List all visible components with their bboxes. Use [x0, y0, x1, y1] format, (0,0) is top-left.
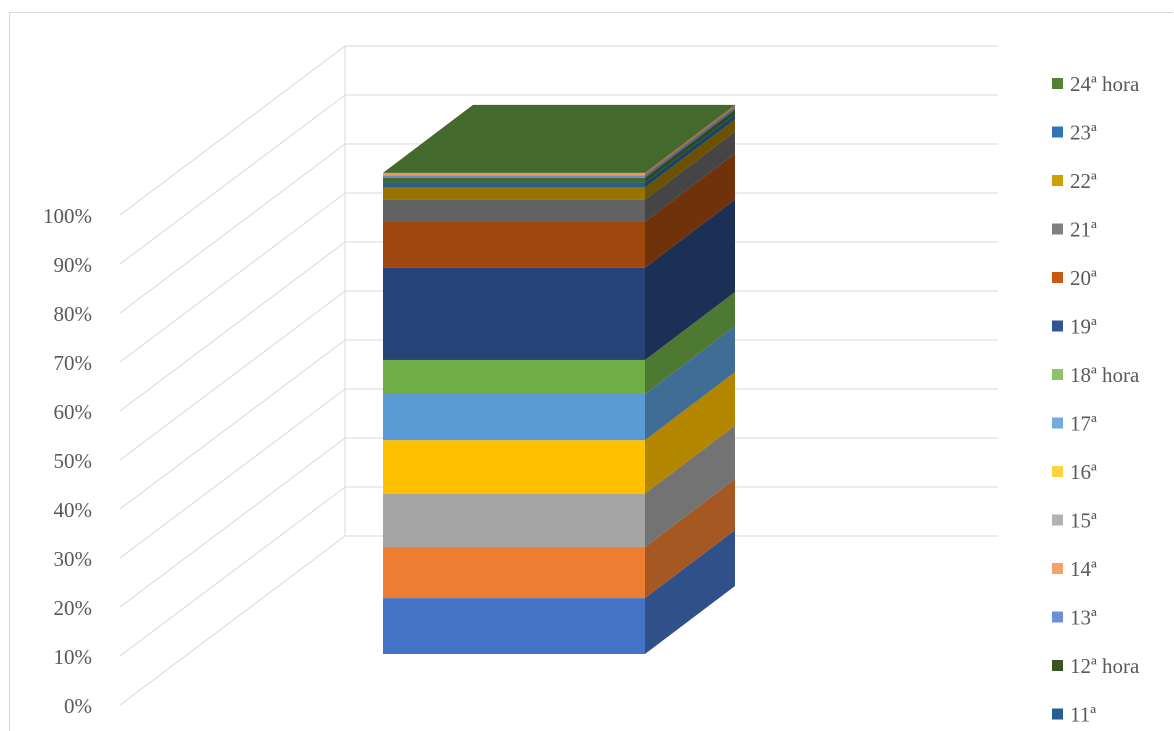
bar-segment-11: [383, 182, 645, 188]
legend-label: 14ª: [1070, 557, 1097, 581]
bar-segment-side-3: [645, 425, 735, 548]
gridline-diagonal: [119, 535, 346, 706]
legend-label: 18ª hora: [1070, 363, 1140, 387]
gridline-diagonal: [119, 290, 346, 461]
legend-swatch: [1052, 514, 1063, 526]
legend-swatch: [1052, 175, 1063, 186]
bar-segment-8: [383, 221, 645, 268]
y-tick-label: 30%: [54, 547, 93, 571]
y-axis-ticks: 0% 10% 20% 30% 40% 50% 60% 70% 80% 90% 100%: [43, 204, 92, 718]
bar-segment-side-4: [645, 372, 735, 494]
gridline-diagonal: [119, 486, 346, 657]
gridline-diagonal: [119, 437, 346, 608]
bar-segment-side-2: [645, 479, 735, 599]
y-tick-label: 0%: [64, 694, 92, 718]
bar-segment-14: [383, 172, 645, 176]
y-tick-label: 10%: [54, 645, 93, 669]
bar-top-face: [383, 104, 735, 173]
bar-segment-12: [383, 177, 645, 183]
bar-segment-side-13: [645, 107, 735, 178]
bar-segment-9: [383, 199, 645, 222]
legend-label: 15ª: [1070, 509, 1097, 533]
bar-segment-4: [383, 440, 645, 494]
legend-label: 24ª hora: [1070, 72, 1140, 96]
gridline-diagonal: [119, 339, 346, 510]
legend-swatch: [1052, 320, 1063, 332]
bar-segment-1: [383, 598, 645, 654]
y-tick-label: 80%: [54, 302, 93, 326]
legend-swatch: [1052, 78, 1063, 89]
bar-segment-side-9: [645, 131, 735, 222]
y-tick-label: 20%: [54, 596, 93, 620]
gridline-diagonal: [119, 192, 346, 363]
y-tick-label: 100%: [43, 204, 92, 228]
bar-segment-6: [383, 359, 645, 394]
legend-label: 22ª: [1070, 169, 1097, 193]
legend-label: 12ª hora: [1070, 654, 1140, 678]
bar-segment-side-8: [645, 153, 735, 268]
chart-area: [9, 12, 1173, 731]
bar-segment-10: [383, 187, 645, 200]
gridline-diagonal: [119, 94, 346, 265]
bar-segment-side-14: [645, 104, 735, 176]
bar-segment-2: [383, 547, 645, 599]
y-tick-label: 60%: [54, 400, 93, 424]
legend-label: 13ª: [1070, 606, 1097, 630]
legend-swatch: [1052, 660, 1063, 671]
bar-segment-side-11: [645, 114, 735, 188]
bar-segment-side-12: [645, 109, 735, 183]
legend-swatch: [1052, 417, 1063, 429]
bar-segment-13: [383, 175, 645, 178]
gridline-diagonal: [119, 241, 346, 412]
legend-swatch: [1052, 611, 1063, 623]
legend: 24ª hora 23ª 22ª 21ª 20ª 19ª 18ª hora 17ª 16ª 15ª…: [1052, 72, 1140, 727]
bar-segment-side-7: [645, 199, 735, 360]
legend-swatch: [1052, 563, 1063, 574]
legend-swatch: [1052, 466, 1063, 477]
y-tick-label: 50%: [54, 449, 93, 473]
legend-label: 17ª: [1070, 412, 1097, 436]
y-tick-label: 40%: [54, 498, 93, 522]
bar-segment-7: [383, 267, 645, 360]
bar-segment-3: [383, 493, 645, 548]
legend-label: 11ª: [1070, 703, 1096, 727]
gridline-diagonal: [119, 388, 346, 559]
gridline-diagonal: [119, 143, 346, 314]
legend-label: 20ª: [1070, 266, 1097, 290]
stacked-bar: [383, 104, 735, 654]
legend-label: 21ª: [1070, 218, 1097, 242]
bar-segment-side-6: [645, 291, 735, 394]
legend-swatch: [1052, 126, 1063, 138]
gridline-diagonal: [119, 45, 346, 216]
legend-label: 16ª: [1070, 460, 1097, 484]
legend-label: 23ª: [1070, 121, 1097, 145]
bar-segment-side-1: [645, 530, 735, 654]
legend-swatch: [1052, 708, 1063, 720]
bar-segment-side-10: [645, 119, 735, 200]
legend-swatch: [1052, 369, 1063, 380]
y-tick-label: 70%: [54, 351, 93, 375]
legend-label: 19ª: [1070, 315, 1097, 339]
legend-swatch: [1052, 223, 1063, 235]
y-tick-label: 90%: [54, 253, 93, 277]
legend-swatch: [1052, 272, 1063, 283]
bar-segment-5: [383, 393, 645, 441]
bar-segment-side-5: [645, 325, 735, 441]
